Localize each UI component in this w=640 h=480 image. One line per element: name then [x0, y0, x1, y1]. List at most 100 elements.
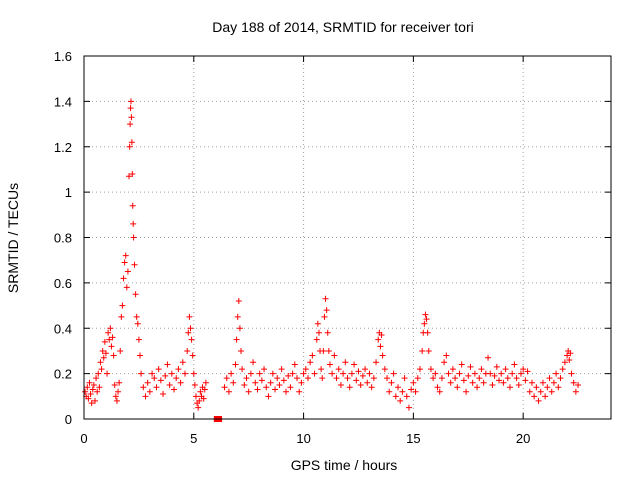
data-point [311, 370, 318, 377]
data-point [153, 384, 160, 391]
data-point [322, 295, 329, 302]
y-tick-label: 0.4 [54, 321, 72, 336]
data-point [133, 313, 140, 320]
data-point [121, 259, 128, 266]
data-point [395, 384, 402, 391]
data-point [175, 366, 182, 373]
data-point [113, 397, 120, 404]
data-point [250, 359, 257, 366]
data-point [441, 359, 448, 366]
data-point [265, 393, 272, 400]
data-point [177, 379, 184, 386]
data-point [300, 370, 307, 377]
data-point [238, 347, 245, 354]
data-point [419, 347, 426, 354]
y-tick-label: 1.4 [54, 94, 72, 109]
data-point [189, 352, 196, 359]
data-point [221, 384, 228, 391]
data-point [304, 375, 311, 382]
data-point [436, 388, 443, 395]
data-point [184, 347, 191, 354]
data-point [285, 372, 292, 379]
data-point [160, 391, 167, 398]
data-point [136, 352, 143, 359]
data-point [263, 384, 270, 391]
data-point [511, 361, 518, 368]
data-point [458, 361, 465, 368]
x-tick-label: 20 [516, 431, 530, 446]
data-point [357, 381, 364, 388]
data-point [559, 366, 566, 373]
data-point [424, 329, 431, 336]
data-point [351, 361, 358, 368]
data-point [99, 347, 106, 354]
data-point [544, 384, 551, 391]
data-point [127, 98, 134, 105]
data-point [522, 377, 529, 384]
data-point [377, 343, 384, 350]
chart-title: Day 188 of 2014, SRMTID for receiver tor… [212, 19, 473, 35]
data-point [93, 375, 100, 382]
y-axis-label: SRMTID / TECUs [5, 183, 21, 293]
data-point [95, 370, 102, 377]
data-point [506, 384, 513, 391]
data-point [91, 397, 98, 404]
data-point [517, 370, 524, 377]
data-point [403, 393, 410, 400]
data-point [138, 370, 145, 377]
data-point [373, 359, 380, 366]
data-point [116, 379, 123, 386]
y-tick-label: 1.6 [54, 49, 72, 64]
data-point [323, 307, 330, 314]
data-point [86, 379, 93, 386]
data-point [135, 336, 142, 343]
y-tick-label: 0.2 [54, 367, 72, 382]
data-point [531, 393, 538, 400]
data-point [434, 384, 441, 391]
data-point [346, 384, 353, 391]
data-point [355, 368, 362, 375]
data-point [117, 347, 124, 354]
data-point [333, 375, 340, 382]
data-point [493, 363, 500, 370]
data-point [487, 370, 494, 377]
data-point [233, 336, 240, 343]
x-tick-labels: 0 5 10 15 20 [80, 431, 530, 446]
data-point [416, 366, 423, 373]
data-point [386, 388, 393, 395]
data-point [124, 268, 131, 275]
data-point [535, 397, 542, 404]
data-point [94, 388, 101, 395]
data-point [498, 370, 505, 377]
data-point [324, 329, 331, 336]
data-point [168, 370, 175, 377]
x-tick-label: 10 [296, 431, 310, 446]
data-point [364, 379, 371, 386]
data-point [196, 397, 203, 404]
data-point [422, 311, 429, 318]
data-point [232, 361, 239, 368]
data-point [568, 370, 575, 377]
data-point [252, 379, 259, 386]
data-point [123, 284, 130, 291]
data-point [513, 375, 520, 382]
data-point [261, 366, 268, 373]
data-point [109, 334, 116, 341]
data-point [223, 375, 230, 382]
data-point [319, 375, 326, 382]
data-point [155, 366, 162, 373]
data-point [362, 366, 369, 373]
x-tick-label: 0 [80, 431, 87, 446]
y-tick-label: 0.8 [54, 231, 72, 246]
data-point [432, 370, 439, 377]
data-point [144, 379, 151, 386]
data-point [134, 320, 141, 327]
data-point [151, 375, 158, 382]
x-tick-label: 15 [406, 431, 420, 446]
data-point [90, 381, 97, 388]
data-point [235, 298, 242, 305]
x-tick-label: 5 [190, 431, 197, 446]
data-point [469, 379, 476, 386]
